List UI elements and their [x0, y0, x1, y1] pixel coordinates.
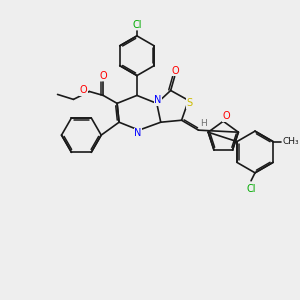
- Text: Cl: Cl: [246, 184, 256, 194]
- Text: O: O: [222, 111, 230, 121]
- Text: CH₃: CH₃: [283, 137, 299, 146]
- Text: N: N: [154, 95, 161, 105]
- Text: O: O: [99, 70, 107, 81]
- Text: S: S: [187, 98, 193, 108]
- Text: H: H: [200, 119, 207, 128]
- Text: N: N: [134, 128, 142, 138]
- Text: Cl: Cl: [132, 20, 142, 30]
- Text: O: O: [80, 85, 87, 95]
- Text: O: O: [172, 66, 179, 76]
